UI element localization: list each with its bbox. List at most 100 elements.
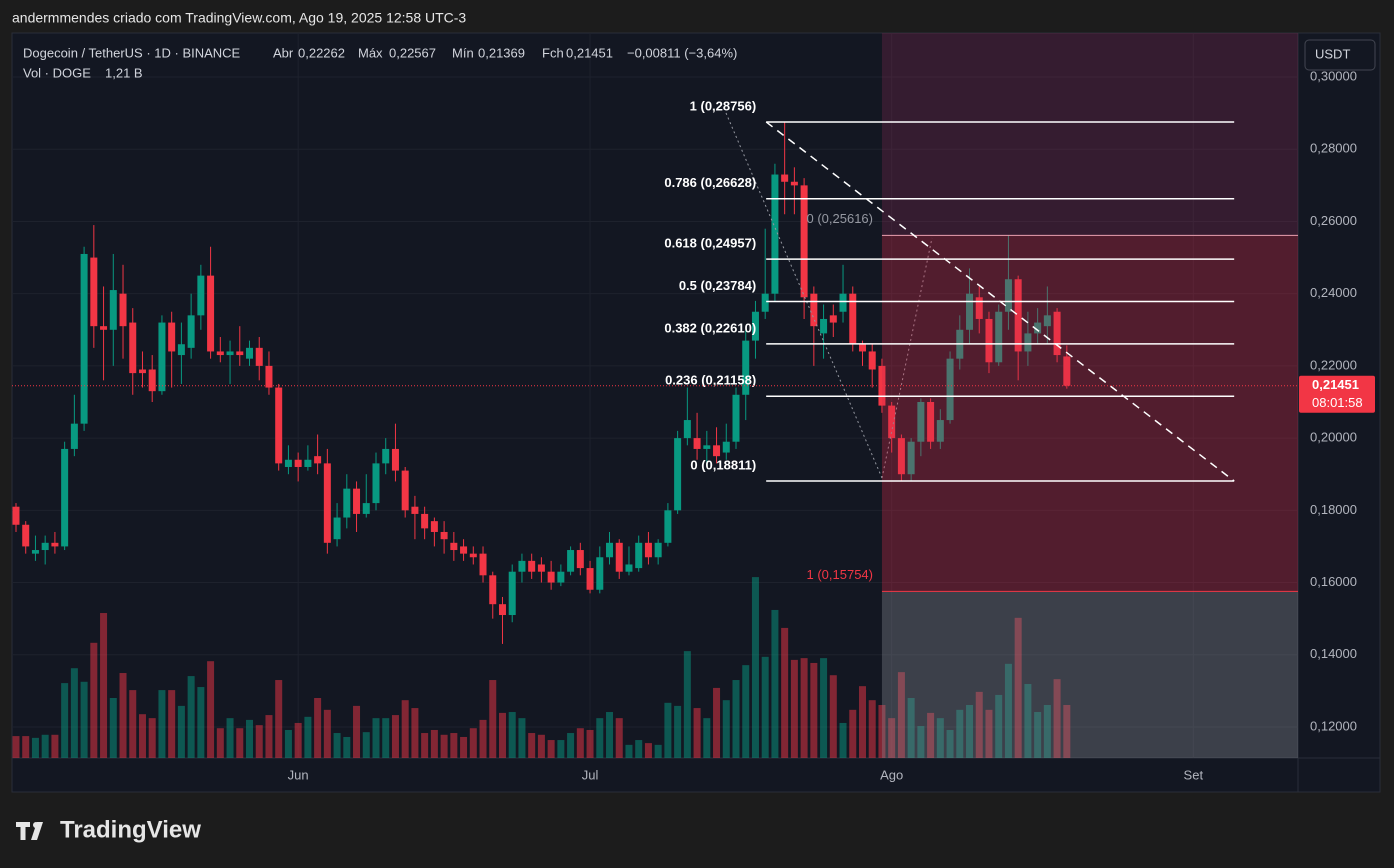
volume-bar (586, 729, 594, 758)
close-value: 0,21451 (566, 45, 613, 60)
volume-bar (22, 736, 30, 758)
candle-body (975, 297, 983, 319)
candle-body (372, 463, 380, 504)
candle-body (489, 575, 497, 605)
volume-bar (1004, 663, 1012, 758)
candle-body (51, 542, 59, 547)
currency-button-box[interactable] (1304, 39, 1376, 71)
candle-body (858, 344, 866, 352)
credit: andermmendes criado com TradingView.com,… (12, 10, 466, 26)
candle-body (440, 531, 448, 540)
volume-bar (187, 676, 195, 758)
volume-bar (625, 744, 633, 758)
fib-label: 0.236 (0,21158) (665, 373, 756, 388)
candle-body (226, 351, 234, 356)
volume-bar (713, 687, 721, 758)
volume-bar (878, 705, 886, 758)
candle-body (31, 550, 39, 554)
candle-body (80, 253, 88, 424)
volume-bar (781, 627, 789, 758)
candle-body (927, 401, 935, 442)
low-label: Mín (452, 45, 474, 60)
candle-body (518, 560, 526, 572)
volume-bar (479, 719, 487, 758)
volume-bar (31, 737, 39, 758)
target-label: 1 (0,15754) (807, 567, 874, 582)
candle-body (703, 445, 711, 449)
volume-bar (508, 712, 516, 758)
candle-body (382, 448, 390, 464)
volume-bar (411, 708, 419, 758)
volume-bar (226, 718, 234, 758)
volume-bar (674, 705, 682, 758)
volume-bar (596, 718, 604, 758)
candle-body (158, 322, 166, 392)
candle-body (411, 506, 419, 514)
candle-body (557, 571, 565, 583)
volume-bar (829, 675, 837, 758)
candle-body (168, 322, 176, 352)
fib-label: 0.5 (0,23784) (679, 278, 756, 293)
candle-body (732, 394, 740, 442)
volume-bar (644, 743, 652, 758)
candle-body (90, 257, 98, 327)
volume-bar (635, 740, 643, 758)
currency-button[interactable]: USDT (1304, 39, 1376, 71)
volume-bar (353, 705, 361, 758)
candle-body (907, 441, 915, 475)
candle-body (187, 315, 195, 348)
open-label: Abr (273, 45, 294, 60)
volume-bar (703, 718, 711, 758)
candle-body (615, 542, 623, 572)
candle-body (888, 405, 896, 439)
candle-body (275, 387, 283, 464)
volume-bar (129, 690, 137, 758)
volume-bar (936, 718, 944, 758)
volume-bar (693, 708, 701, 758)
x-tick-label: Set (1184, 767, 1204, 782)
y-tick-label: 0,26000 (1310, 213, 1357, 228)
candle-body (596, 557, 604, 590)
volume-bar (606, 712, 614, 758)
fib-label: 0.382 (0,22610) (664, 320, 756, 335)
candle-body (22, 524, 30, 547)
candle-body (567, 550, 575, 572)
candle-body (839, 293, 847, 312)
volume-bar (576, 728, 584, 758)
volume-bar (654, 744, 662, 758)
candle-body (1014, 279, 1022, 352)
candle-body (12, 506, 20, 525)
entry-label: 0 (0,25616) (807, 211, 874, 226)
volume-bar (742, 665, 750, 758)
volume-bar (440, 734, 448, 758)
candle-body (576, 550, 584, 569)
volume-bar (615, 718, 623, 758)
volume-bar (761, 656, 769, 758)
candle-body (781, 174, 789, 182)
volume-bar (537, 734, 545, 758)
candle-body (936, 420, 944, 442)
candle-body (129, 322, 137, 374)
volume-bar (148, 718, 156, 758)
volume-bar (839, 722, 847, 758)
volume-bar (751, 577, 759, 758)
logo-text: TradingView (60, 816, 201, 843)
volume-bar (868, 700, 876, 758)
candle-body (878, 365, 886, 406)
volume-bar (528, 733, 536, 758)
candle-body (722, 441, 730, 453)
volume-bar (907, 697, 915, 758)
volume-bar (382, 718, 390, 758)
volume-label: Vol · DOGE (23, 65, 91, 80)
volume-bar (294, 722, 302, 758)
volume-bar (975, 691, 983, 758)
y-tick-label: 0,14000 (1310, 646, 1357, 661)
volume-bar (177, 705, 185, 758)
candle-body (790, 181, 798, 186)
candle-body (294, 459, 302, 467)
volume-bar (927, 712, 935, 758)
candle-body (528, 560, 536, 572)
currency-label[interactable]: USDT (1315, 46, 1350, 61)
candle-body (1024, 333, 1032, 352)
volume-bar (80, 681, 88, 758)
